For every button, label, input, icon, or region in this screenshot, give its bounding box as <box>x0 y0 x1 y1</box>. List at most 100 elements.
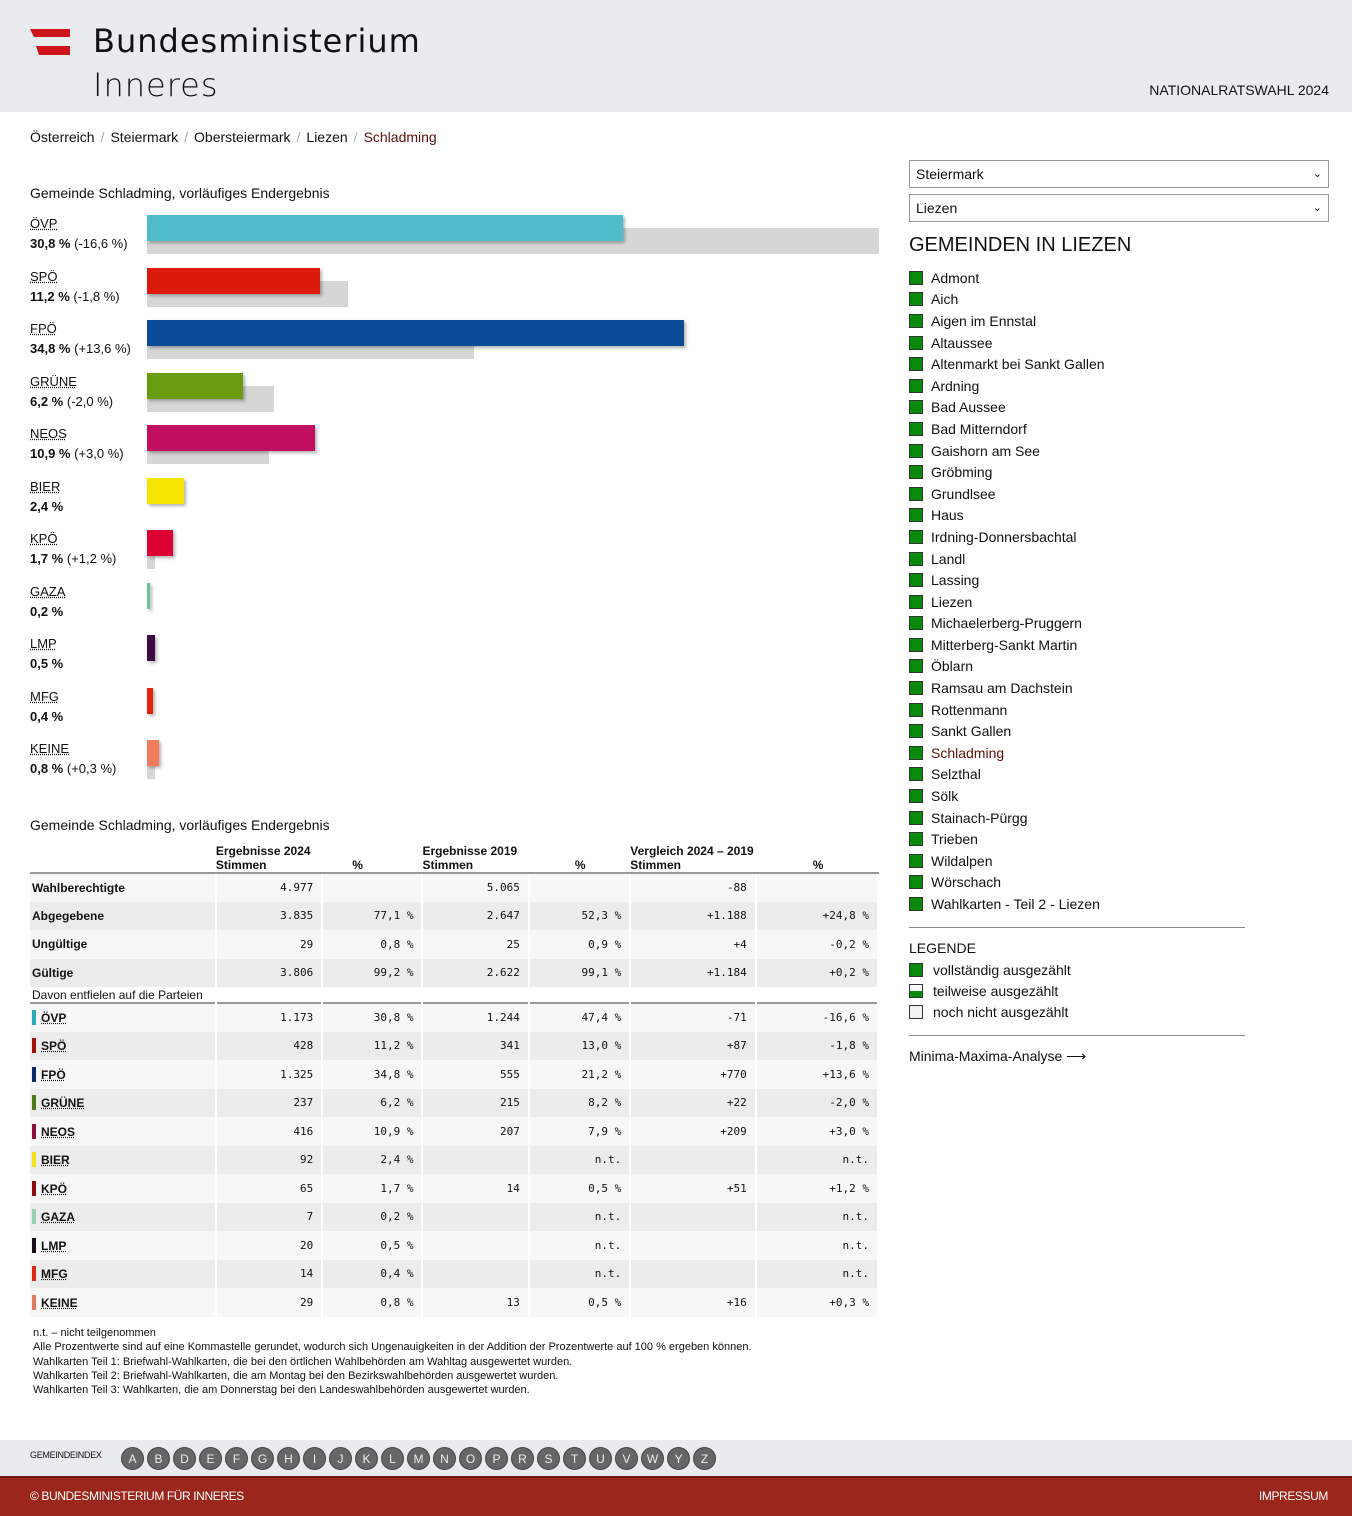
party-name-link[interactable]: KPÖ <box>30 531 58 546</box>
gemeinde-item[interactable]: Sankt Gallen <box>909 720 1329 742</box>
gemeinde-name[interactable]: Admont <box>931 269 980 286</box>
party-name-link[interactable]: GAZA <box>30 583 66 599</box>
gemeinde-name[interactable]: Gröbming <box>931 464 993 481</box>
gemeinde-item[interactable]: Wörschach <box>909 872 1329 894</box>
gemeinde-name[interactable]: Grundlsee <box>931 485 996 502</box>
index-letter-button[interactable]: V <box>615 1447 638 1470</box>
index-letter-button[interactable]: R <box>511 1447 534 1470</box>
party-name-link[interactable]: GRÜNE <box>30 373 77 389</box>
state-select[interactable]: Steiermark ⌄ <box>909 160 1329 188</box>
index-letter-button[interactable]: A <box>121 1447 144 1470</box>
gemeinde-name[interactable]: Ramsau am Dachstein <box>931 680 1073 697</box>
breadcrumb-item-steiermark[interactable]: Steiermark <box>110 129 179 145</box>
gemeinde-item[interactable]: Michaelerberg-Pruggern <box>909 613 1329 635</box>
index-letter-button[interactable]: N <box>433 1447 456 1470</box>
minima-maxima-link[interactable]: Minima-Maxima-Analyse ⟶ <box>909 1048 1329 1065</box>
gemeinde-name[interactable]: Selzthal <box>931 766 981 783</box>
gemeinde-name[interactable]: Liezen <box>931 593 973 610</box>
gemeinde-name[interactable]: Sölk <box>931 788 959 805</box>
index-letter-button[interactable]: Z <box>693 1447 716 1470</box>
index-letter-button[interactable]: P <box>485 1447 508 1470</box>
index-letter-button[interactable]: E <box>199 1447 222 1470</box>
breadcrumb-item-obersteiermark[interactable]: Obersteiermark <box>194 129 291 145</box>
party-name-link[interactable]: ÖVP <box>30 216 58 231</box>
index-letter-button[interactable]: L <box>381 1447 404 1470</box>
index-letter-button[interactable]: H <box>277 1447 300 1470</box>
party-name-link[interactable]: BIER <box>30 478 61 494</box>
party-link[interactable]: GRÜNE <box>41 1096 85 1111</box>
gemeinde-item[interactable]: Mitterberg-Sankt Martin <box>909 634 1329 656</box>
gemeinde-item[interactable]: Ramsau am Dachstein <box>909 677 1329 699</box>
gemeinde-name[interactable]: Bad Aussee <box>931 399 1006 416</box>
index-letter-button[interactable]: O <box>459 1447 482 1470</box>
gemeinde-item[interactable]: Irdning-Donnersbachtal <box>909 526 1329 548</box>
gemeinde-name[interactable]: Trieben <box>931 831 978 848</box>
gemeinde-name[interactable]: Haus <box>931 507 964 524</box>
gemeinde-name[interactable]: Schladming <box>931 744 1005 761</box>
gemeinde-name[interactable]: Lassing <box>931 572 980 589</box>
gemeinde-name[interactable]: Sankt Gallen <box>931 723 1012 740</box>
gemeinde-item[interactable]: Selzthal <box>909 764 1329 786</box>
gemeinde-name[interactable]: Aich <box>931 291 959 308</box>
party-name-link[interactable]: NEOS <box>30 426 67 441</box>
party-link[interactable]: ÖVP <box>41 1011 67 1026</box>
gemeinde-item[interactable]: Landl <box>909 548 1329 570</box>
gemeinde-item[interactable]: Lassing <box>909 569 1329 591</box>
gemeinde-item[interactable]: Bad Aussee <box>909 397 1329 419</box>
gemeinde-item[interactable]: Wahlkarten - Teil 2 - Liezen <box>909 893 1329 915</box>
index-letter-button[interactable]: T <box>563 1447 586 1470</box>
gemeinde-name[interactable]: Wörschach <box>931 874 1002 891</box>
gemeinde-name[interactable]: Rottenmann <box>931 701 1008 718</box>
gemeinde-item[interactable]: Grundlsee <box>909 483 1329 505</box>
party-link[interactable]: KEINE <box>41 1295 78 1310</box>
index-letter-button[interactable]: W <box>641 1447 664 1470</box>
index-letter-button[interactable]: D <box>173 1447 196 1470</box>
gemeinde-item[interactable]: Öblarn <box>909 656 1329 678</box>
party-link[interactable]: NEOS <box>41 1124 76 1139</box>
gemeinde-name[interactable]: Altaussee <box>931 334 993 351</box>
impressum-link[interactable]: IMPRESSUM <box>1258 1489 1328 1503</box>
party-link[interactable]: MFG <box>41 1267 68 1282</box>
gemeinde-name[interactable]: Bad Mitterndorf <box>931 420 1027 437</box>
party-link[interactable]: FPÖ <box>41 1067 66 1082</box>
gemeinde-item[interactable]: Haus <box>909 505 1329 527</box>
party-name-link[interactable]: SPÖ <box>30 268 58 284</box>
gemeinde-name[interactable]: Irdning-Donnersbachtal <box>931 528 1077 545</box>
logo-title[interactable]: Bundesministerium <box>93 22 421 60</box>
gemeinde-item[interactable]: Gröbming <box>909 461 1329 483</box>
logo-subtitle[interactable]: Inneres <box>93 66 219 104</box>
gemeinde-name[interactable]: Gaishorn am See <box>931 442 1040 459</box>
party-link[interactable]: LMP <box>41 1238 67 1253</box>
gemeinde-name[interactable]: Landl <box>931 550 966 567</box>
gemeinde-name[interactable]: Michaelerberg-Pruggern <box>931 615 1082 632</box>
index-letter-button[interactable]: M <box>407 1447 430 1470</box>
index-letter-button[interactable]: U <box>589 1447 612 1470</box>
gemeinde-item[interactable]: Gaishorn am See <box>909 440 1329 462</box>
gemeinde-name[interactable]: Aigen im Ennstal <box>931 312 1037 329</box>
gemeinde-item[interactable]: Bad Mitterndorf <box>909 418 1329 440</box>
breadcrumb-item-oesterreich[interactable]: Österreich <box>30 129 95 145</box>
gemeinde-item[interactable]: Rottenmann <box>909 699 1329 721</box>
party-link[interactable]: KPÖ <box>41 1181 68 1196</box>
breadcrumb-item-liezen[interactable]: Liezen <box>306 129 348 145</box>
index-letter-button[interactable]: S <box>537 1447 560 1470</box>
party-name-link[interactable]: KEINE <box>30 741 70 756</box>
gemeinde-item[interactable]: Wildalpen <box>909 850 1329 872</box>
party-name-link[interactable]: FPÖ <box>30 321 57 336</box>
gemeinde-name[interactable]: Wildalpen <box>931 852 993 869</box>
party-link[interactable]: GAZA <box>41 1210 75 1225</box>
gemeinde-name[interactable]: Mitterberg-Sankt Martin <box>931 636 1078 653</box>
party-link[interactable]: BIER <box>41 1153 70 1168</box>
index-letter-button[interactable]: I <box>303 1447 326 1470</box>
gemeinde-item[interactable]: Aigen im Ennstal <box>909 310 1329 332</box>
gemeinde-item[interactable]: Sölk <box>909 785 1329 807</box>
gemeinde-item[interactable]: Altenmarkt bei Sankt Gallen <box>909 353 1329 375</box>
gemeinde-name[interactable]: Ardning <box>931 377 980 394</box>
gemeinde-item[interactable]: Altaussee <box>909 332 1329 354</box>
index-letter-button[interactable]: Y <box>667 1447 690 1470</box>
index-letter-button[interactable]: F <box>225 1447 248 1470</box>
gemeinde-item[interactable]: Liezen <box>909 591 1329 613</box>
gemeinde-item[interactable]: Admont <box>909 267 1329 289</box>
index-letter-button[interactable]: B <box>147 1447 170 1470</box>
party-link[interactable]: SPÖ <box>41 1039 67 1054</box>
